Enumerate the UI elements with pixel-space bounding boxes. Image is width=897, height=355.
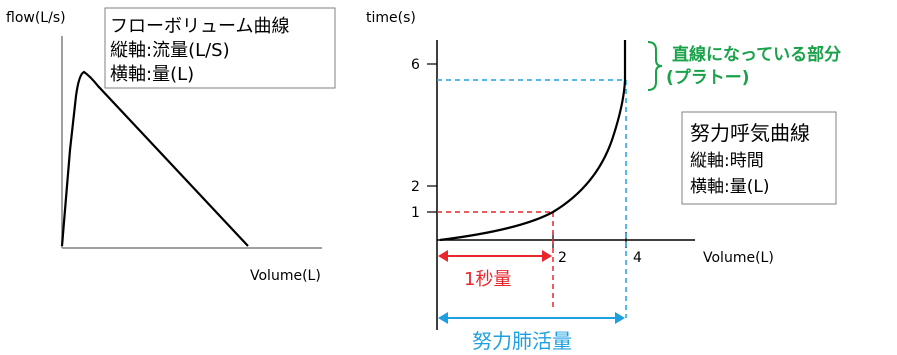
forced-vital-capacity-label: 努力肺活量: [472, 329, 572, 353]
fvc-arrow-right-head: [615, 312, 625, 324]
flow-volume-curve: [60, 70, 249, 247]
effort-box-title: 努力呼気曲線: [690, 121, 810, 145]
one-second-arrow-left-head: [438, 250, 448, 262]
effort-y-axis-label: time(s): [366, 10, 416, 26]
plateau-label-line1: 直線になっている部分: [672, 44, 841, 65]
flow-y-axis-label: flow(L/s): [6, 10, 66, 26]
flow-box-line1: 縦軸:流量(L/S): [110, 40, 230, 61]
forced-expiratory-diagram: time(s) 6 2 1 2 4 Volume(L) 直線になっている部分 (…: [366, 10, 841, 353]
flow-x-axis-label: Volume(L): [250, 268, 321, 284]
forced-expiratory-curve: [439, 40, 627, 242]
y-tick-1: 1: [411, 205, 420, 221]
effort-box-line2: 横軸:量(L): [690, 177, 769, 197]
fvc-arrow-left-head: [438, 312, 448, 324]
y-tick-2: 2: [411, 179, 420, 195]
effort-info-box: [681, 111, 837, 205]
plateau-label-line2: (プラトー): [666, 67, 750, 88]
plateau-brace: [647, 41, 663, 91]
x-tick-2: 2: [558, 250, 567, 266]
flow-info-box: [104, 7, 336, 89]
flow-box-line2: 横軸:量(L): [110, 64, 194, 85]
one-second-arrow-right-head: [542, 250, 552, 262]
one-second-volume-label: 1秒量: [464, 269, 511, 290]
y-tick-6: 6: [411, 57, 420, 73]
flow-box-title: フローボリューム曲線: [110, 16, 289, 37]
effort-x-axis-label: Volume(L): [703, 250, 774, 266]
x-tick-4: 4: [633, 250, 642, 266]
flow-volume-diagram: flow(L/s) フローボリューム曲線 縦軸:流量(L/S) 横軸:量(L) …: [6, 7, 336, 284]
effort-box-line1: 縦軸:時間: [690, 151, 764, 171]
